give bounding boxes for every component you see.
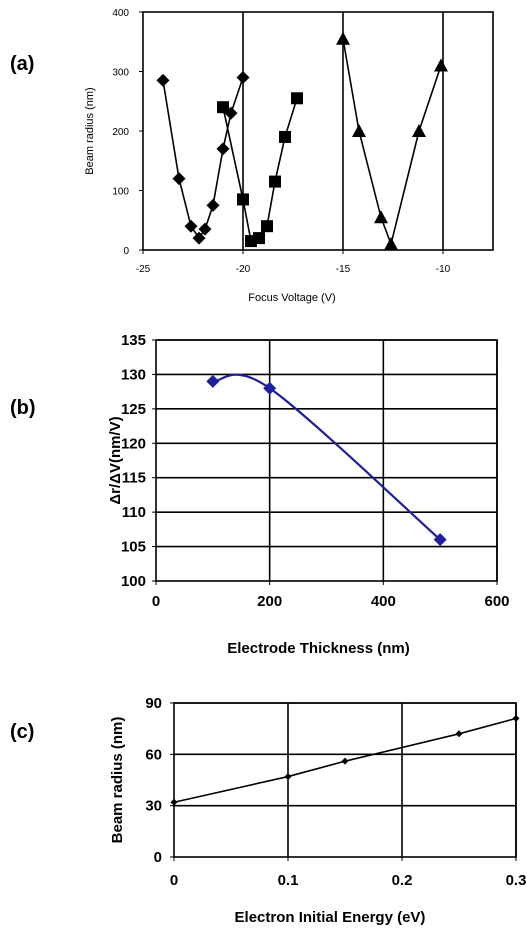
series-2-point bbox=[217, 101, 229, 114]
x-tick-label: 0 bbox=[170, 872, 178, 889]
y-tick-label: 100 bbox=[121, 573, 146, 590]
y-axis-label: Δr/ΔV(nm/V) bbox=[107, 416, 124, 504]
x-tick-label: 0.1 bbox=[278, 872, 299, 889]
series-1-point bbox=[236, 70, 250, 84]
series-3-point bbox=[412, 124, 426, 137]
series-3-point bbox=[374, 210, 388, 224]
y-tick-label: 135 bbox=[121, 332, 146, 349]
y-tick-label: 0 bbox=[123, 246, 129, 257]
series-1-line bbox=[162, 77, 244, 240]
series-1-point bbox=[433, 533, 447, 547]
y-tick-label: 300 bbox=[112, 68, 129, 79]
y-tick-label: 125 bbox=[121, 401, 146, 418]
series-1-point bbox=[156, 73, 170, 87]
x-axis-label: Electrode Thickness (nm) bbox=[227, 640, 410, 657]
y-tick-label: 115 bbox=[122, 470, 146, 487]
series-3-point bbox=[352, 124, 366, 137]
plot-frame bbox=[142, 11, 494, 251]
series-2-line bbox=[222, 98, 298, 243]
series-1-point bbox=[341, 757, 349, 765]
series-3-point bbox=[384, 237, 398, 251]
series-1-point bbox=[284, 773, 292, 781]
series-2-point bbox=[279, 130, 291, 143]
x-tick-label: 200 bbox=[257, 593, 282, 610]
plot-frame bbox=[173, 702, 517, 858]
series-1-point bbox=[263, 381, 277, 395]
series-2-point bbox=[261, 220, 273, 233]
series-1-point bbox=[455, 730, 463, 738]
panel-a-label: (a) bbox=[10, 53, 34, 75]
y-tick-label: 400 bbox=[112, 8, 129, 19]
y-tick-label: 110 bbox=[122, 504, 146, 521]
x-tick-label: -10 bbox=[436, 264, 451, 275]
y-tick-label: 90 bbox=[145, 695, 162, 712]
x-tick-label: -15 bbox=[336, 264, 351, 275]
series-3-line bbox=[342, 38, 442, 247]
series-2-point bbox=[291, 92, 303, 105]
chart-a: -25 -20 -15 -10 0 100 200 300 400 Focus Voltage (… bbox=[84, 8, 494, 304]
x-tick-label: 600 bbox=[484, 593, 509, 610]
y-tick-label: 200 bbox=[112, 127, 129, 138]
series-1-point bbox=[206, 374, 220, 388]
series-1-point bbox=[172, 172, 186, 186]
x-tick-label: -25 bbox=[136, 264, 151, 275]
x-axis-label: Electron Initial Energy (eV) bbox=[235, 909, 426, 926]
series-1-point bbox=[192, 231, 206, 245]
y-tick-label: 130 bbox=[121, 366, 146, 383]
series-1-point bbox=[216, 142, 230, 156]
series-1-point bbox=[512, 714, 520, 722]
series-1-point bbox=[184, 219, 198, 233]
series-2-point bbox=[253, 232, 265, 245]
series-3-point bbox=[434, 58, 448, 72]
chart-c: 0 0.1 0.2 0.3 0 30 60 90 Electron Initial Energy… bbox=[109, 695, 526, 926]
plot-frame bbox=[155, 339, 498, 582]
x-axis-label: Focus Voltage (V) bbox=[248, 292, 335, 304]
series-2-point bbox=[269, 175, 281, 188]
y-tick-label: 30 bbox=[145, 798, 162, 815]
series-1-line bbox=[212, 373, 441, 541]
series-2-point bbox=[237, 193, 249, 206]
y-tick-label: 0 bbox=[154, 849, 162, 866]
x-tick-label: 0 bbox=[152, 593, 160, 610]
panel-c-label: (c) bbox=[10, 721, 34, 743]
y-axis-label: Beam radius (nm) bbox=[84, 87, 96, 174]
y-tick-label: 100 bbox=[112, 187, 129, 198]
y-tick-label: 105 bbox=[121, 539, 146, 556]
series-1-point bbox=[170, 798, 178, 806]
x-tick-label: -20 bbox=[236, 264, 251, 275]
x-tick-label: 0.2 bbox=[392, 872, 413, 889]
chart-b: 0 200 400 600 100 105 110 115 120 125 130 135 Electr… bbox=[107, 332, 510, 657]
panel-b-label: (b) bbox=[10, 397, 36, 419]
x-tick-label: 0.3 bbox=[506, 872, 527, 889]
y-axis-label: Beam radius (nm) bbox=[109, 717, 126, 844]
y-tick-label: 60 bbox=[145, 746, 162, 763]
series-3-point bbox=[336, 31, 350, 45]
x-tick-label: 400 bbox=[371, 593, 396, 610]
series-1-point bbox=[198, 222, 212, 236]
series-1-point bbox=[206, 198, 220, 212]
y-tick-label: 120 bbox=[121, 435, 146, 452]
